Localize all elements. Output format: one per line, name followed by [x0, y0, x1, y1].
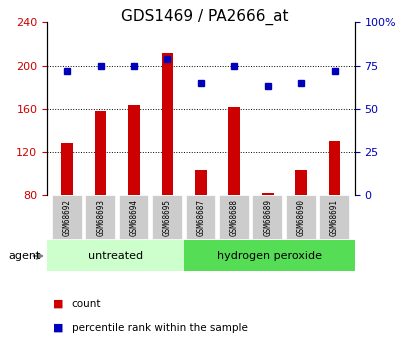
Text: untreated: untreated: [88, 251, 143, 260]
Text: GSM68695: GSM68695: [163, 199, 171, 236]
Bar: [195, 170, 206, 195]
Text: GSM68688: GSM68688: [229, 199, 238, 236]
Text: GSM68689: GSM68689: [263, 199, 272, 236]
Bar: [184, 240, 354, 271]
Bar: [128, 106, 139, 195]
Text: GSM68690: GSM68690: [296, 199, 305, 236]
Bar: [261, 193, 273, 195]
Text: GSM68694: GSM68694: [129, 199, 138, 236]
Bar: [161, 52, 173, 195]
Bar: [294, 170, 306, 195]
Text: GSM68693: GSM68693: [96, 199, 105, 236]
Text: agent: agent: [8, 251, 40, 261]
Text: GSM68687: GSM68687: [196, 199, 205, 236]
Bar: [94, 111, 106, 195]
Bar: [185, 195, 216, 240]
Text: GDS1469 / PA2666_at: GDS1469 / PA2666_at: [121, 9, 288, 25]
Text: count: count: [72, 299, 101, 308]
Bar: [218, 195, 249, 240]
Bar: [85, 195, 116, 240]
Bar: [118, 195, 149, 240]
Bar: [285, 195, 316, 240]
Text: GSM68692: GSM68692: [63, 199, 72, 236]
Bar: [319, 195, 349, 240]
Text: GSM68691: GSM68691: [329, 199, 338, 236]
Bar: [152, 195, 182, 240]
Text: hydrogen peroxide: hydrogen peroxide: [216, 251, 321, 260]
Text: percentile rank within the sample: percentile rank within the sample: [72, 323, 247, 333]
Bar: [228, 107, 240, 195]
Text: ■: ■: [53, 323, 64, 333]
Text: ■: ■: [53, 299, 64, 308]
Bar: [52, 195, 82, 240]
Bar: [61, 143, 73, 195]
Bar: [47, 240, 184, 271]
Bar: [328, 141, 339, 195]
Bar: [252, 195, 283, 240]
